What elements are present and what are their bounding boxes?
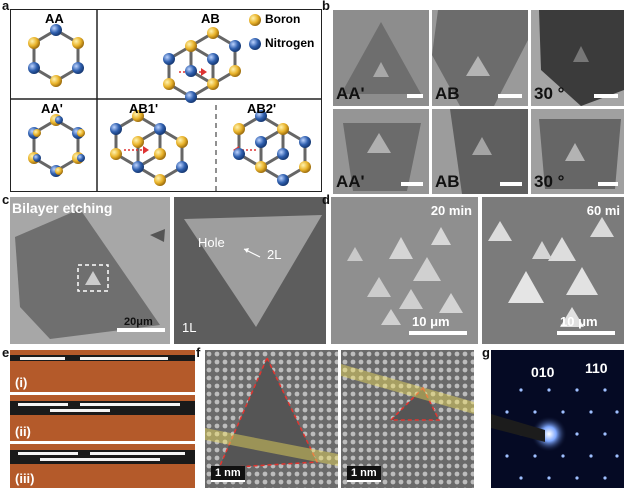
panel-d-right-scale: 10 μm xyxy=(560,314,598,329)
flake-layer xyxy=(80,357,168,360)
tem-image-f-right: 1 nm xyxy=(341,350,474,488)
sem-image-d-left: 20 min 10 μm xyxy=(331,197,478,344)
sem-image-b3: 30 ° xyxy=(531,10,624,106)
panel-d-left-scale: 10 μm xyxy=(412,314,450,329)
atoms-ab xyxy=(163,27,241,103)
panel-c-scale-label: 20μm xyxy=(124,316,153,328)
film-row-label-iii: (iii) xyxy=(15,471,35,486)
sem-image-b2: AB xyxy=(432,10,528,106)
tem-image-f-left: 1 nm xyxy=(205,350,338,488)
panel-label-f: f xyxy=(196,345,201,360)
scale-bar xyxy=(401,182,423,186)
film-row-ii: (ii) xyxy=(10,395,195,441)
label-aa-prime: AA' xyxy=(41,101,63,116)
sem-label-b2: AB xyxy=(435,84,460,103)
spot-label-010: 010 xyxy=(531,364,555,380)
sem-label-b1: AA' xyxy=(336,84,365,103)
label-1l: 1L xyxy=(182,320,197,335)
scale-bar xyxy=(598,182,618,186)
sem-image-c-right: Hole 2L 1L xyxy=(174,197,326,344)
sem-image-d-right: 60 mi 10 μm xyxy=(482,197,624,344)
scale-bar xyxy=(117,328,165,332)
legend-boron-swatch xyxy=(249,14,261,26)
sem-image-b6: 30 ° xyxy=(531,109,624,194)
panel-f-right-scale: 1 nm xyxy=(347,466,381,482)
sem-image-b5: AB xyxy=(432,109,528,194)
scale-bar xyxy=(409,331,467,335)
spot-label-110: 110 xyxy=(585,360,608,376)
hexagon-ab xyxy=(167,31,237,99)
label-ab: AB xyxy=(201,11,220,26)
scale-bar xyxy=(594,94,618,98)
flake-layer xyxy=(40,458,160,461)
legend-nitrogen-swatch xyxy=(249,38,261,50)
label-aa: AA xyxy=(45,11,64,26)
sem-label-b5: AB xyxy=(435,172,460,191)
diffraction-pattern-g: 010 110 xyxy=(491,350,624,488)
sem-image-b1: AA' xyxy=(333,10,429,106)
flake-layer xyxy=(18,452,78,455)
sem-image-c-left: Bilayer etching 20μm xyxy=(10,197,170,344)
film-row-label-i: (i) xyxy=(15,375,28,390)
stacking-diagram-svg xyxy=(11,10,321,191)
panel-label-a: a xyxy=(2,0,10,13)
label-hole: Hole xyxy=(198,235,225,250)
flake-layer xyxy=(90,452,185,455)
legend-nitrogen-label: Nitrogen xyxy=(265,36,315,50)
label-2l: 2L xyxy=(267,247,282,262)
scale-bar xyxy=(557,331,615,335)
flake-layer xyxy=(50,409,110,412)
label-ab1-prime: AB1' xyxy=(129,101,159,116)
panel-label-b: b xyxy=(322,0,330,13)
panel-label-e: e xyxy=(2,345,10,360)
scale-bar xyxy=(407,94,423,98)
sem-label-b3: 30 ° xyxy=(534,84,565,103)
flake-layer xyxy=(20,357,65,360)
panel-label-g: g xyxy=(482,345,490,360)
flake-layer xyxy=(80,403,180,406)
film-row-i: (i) xyxy=(10,350,195,392)
sem-label-b4: AA' xyxy=(336,172,365,191)
panel-f-left-scale: 1 nm xyxy=(211,466,245,482)
panel-d-left-time: 20 min xyxy=(430,203,472,218)
panel-label-d: d xyxy=(322,192,330,207)
scale-bar xyxy=(500,182,522,186)
label-ab2-prime: AB2' xyxy=(247,101,277,116)
sem-image-b4: AA' xyxy=(333,109,429,194)
panel-label-c: c xyxy=(2,192,10,207)
panel-a-stacking-diagram: AA AB AA' AB1' AB2' Boron Nitrogen xyxy=(10,9,322,192)
panel-d-right-time: 60 mi xyxy=(586,203,620,218)
film-row-iii: (iii) xyxy=(10,444,195,488)
sem-label-b6: 30 ° xyxy=(534,172,565,191)
flake-layer xyxy=(18,403,68,406)
legend-boron-label: Boron xyxy=(265,12,301,26)
film-row-label-ii: (ii) xyxy=(15,424,31,439)
atoms-aa xyxy=(28,24,84,87)
hexagon-aa xyxy=(32,28,80,83)
scale-bar xyxy=(498,94,522,98)
panel-c-title: Bilayer etching xyxy=(12,200,113,216)
